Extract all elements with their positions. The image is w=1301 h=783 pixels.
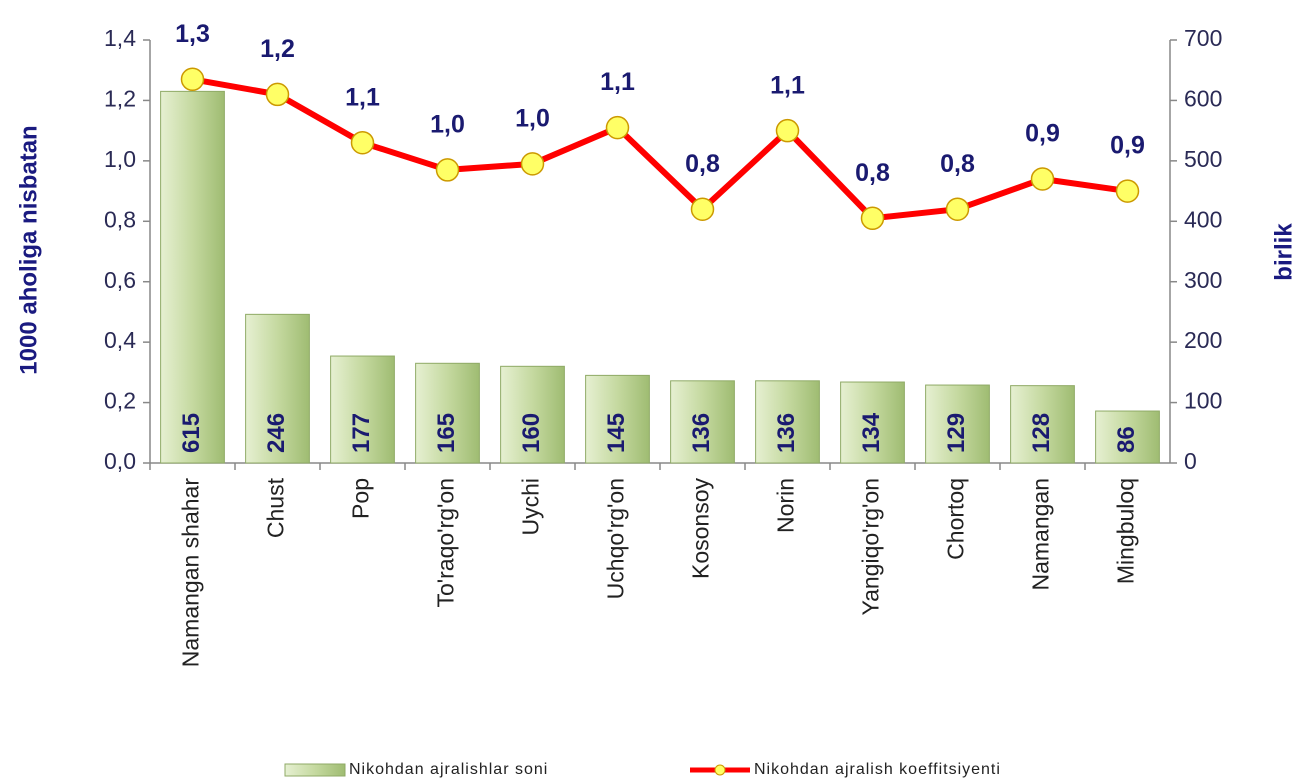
bar-label: 145 (603, 413, 630, 453)
y2-tick-label: 100 (1184, 388, 1222, 414)
x-tick-label: To'raqo'rg'on (433, 478, 459, 608)
x-tick-label: Chust (263, 477, 289, 538)
legend-label: Nikohdan ajralishlar soni (349, 761, 548, 778)
data-label: 1,1 (600, 68, 635, 96)
y2-tick-label: 0 (1184, 448, 1197, 474)
line-marker (520, 152, 545, 176)
data-label: 1,1 (345, 83, 380, 111)
bar (925, 384, 990, 464)
y2-tick-label: 400 (1184, 206, 1222, 232)
bar-label: 136 (773, 413, 800, 453)
y-axis-title: 1000 aholiga nisbatan (15, 125, 42, 374)
data-label: 0,8 (940, 150, 975, 178)
data-label: 0,8 (685, 150, 720, 178)
line-marker (690, 197, 715, 221)
y2-tick-label: 200 (1184, 327, 1222, 353)
y-tick-label: 0,0 (104, 448, 136, 474)
line-marker (860, 206, 885, 231)
data-label: 1,0 (430, 111, 465, 139)
data-label: 1,3 (175, 20, 210, 48)
bar-label: 136 (688, 413, 715, 453)
bar (585, 374, 650, 464)
x-tick-label: Kosonsoy (688, 478, 714, 580)
y-tick-label: 0,8 (104, 206, 136, 232)
bar-label: 165 (433, 413, 460, 453)
x-tick-label: Yangiqo'rg'on (858, 478, 884, 616)
data-label: 1,0 (515, 104, 550, 132)
y2-tick-label: 300 (1184, 267, 1222, 293)
data-label: 0,8 (855, 159, 890, 187)
x-tick-label: Chortoq (943, 478, 969, 560)
data-label: 1,2 (260, 35, 295, 63)
line-marker (1030, 167, 1055, 191)
y-tick-label: 0,2 (104, 388, 136, 414)
line-marker (1115, 179, 1140, 203)
data-label: 1,1 (770, 71, 805, 99)
y-tick-label: 1,2 (104, 86, 136, 112)
y-tick-label: 0,4 (104, 327, 136, 353)
y2-tick-label: 700 (1184, 25, 1222, 51)
x-tick-label: Uychi (518, 478, 544, 536)
line-marker (180, 67, 205, 92)
x-tick-label: Pop (348, 478, 374, 519)
bar-label: 129 (943, 413, 970, 453)
x-tick-label: Norin (773, 478, 799, 533)
x-tick-label: Namangan (1028, 478, 1054, 591)
bar (755, 380, 820, 464)
x-tick-label: Uchqo'rg'on (603, 478, 629, 599)
line (191, 76, 1128, 222)
data-label: 0,9 (1110, 132, 1145, 160)
line-marker (775, 118, 800, 143)
line-marker (435, 158, 460, 182)
legend-swatch (284, 763, 346, 777)
bar (1010, 385, 1075, 464)
y-tick-label: 1,0 (104, 146, 136, 172)
bar (245, 313, 310, 464)
legend-marker (714, 764, 726, 776)
bar (330, 355, 395, 464)
bar (500, 365, 565, 464)
line-marker (265, 82, 290, 107)
bar (840, 381, 905, 464)
bar-label: 128 (1028, 413, 1055, 453)
y2-tick-label: 600 (1184, 86, 1222, 112)
bar-label: 86 (1113, 426, 1140, 453)
y-tick-label: 1,4 (104, 25, 136, 51)
bar-label: 134 (858, 412, 885, 453)
line-marker (605, 115, 630, 140)
x-tick-label: Namangan shahar (178, 478, 204, 668)
y-tick-label: 0,6 (104, 267, 136, 293)
bar-label: 160 (518, 413, 545, 453)
bar (415, 362, 480, 464)
bar (1095, 410, 1160, 464)
bar-label: 177 (348, 413, 375, 453)
line-marker (945, 197, 970, 221)
bar (160, 90, 225, 464)
bar-label: 246 (263, 413, 290, 453)
legend-label: Nikohdan ajralish koeffitsiyenti (754, 761, 1001, 778)
bar (670, 380, 735, 464)
y2-axis-title: birlik (1270, 223, 1297, 281)
line-marker (350, 130, 375, 155)
y2-tick-label: 500 (1184, 146, 1222, 172)
bar-label: 615 (178, 413, 205, 453)
data-label: 0,9 (1025, 120, 1060, 148)
x-tick-label: Mingbuloq (1113, 478, 1139, 584)
